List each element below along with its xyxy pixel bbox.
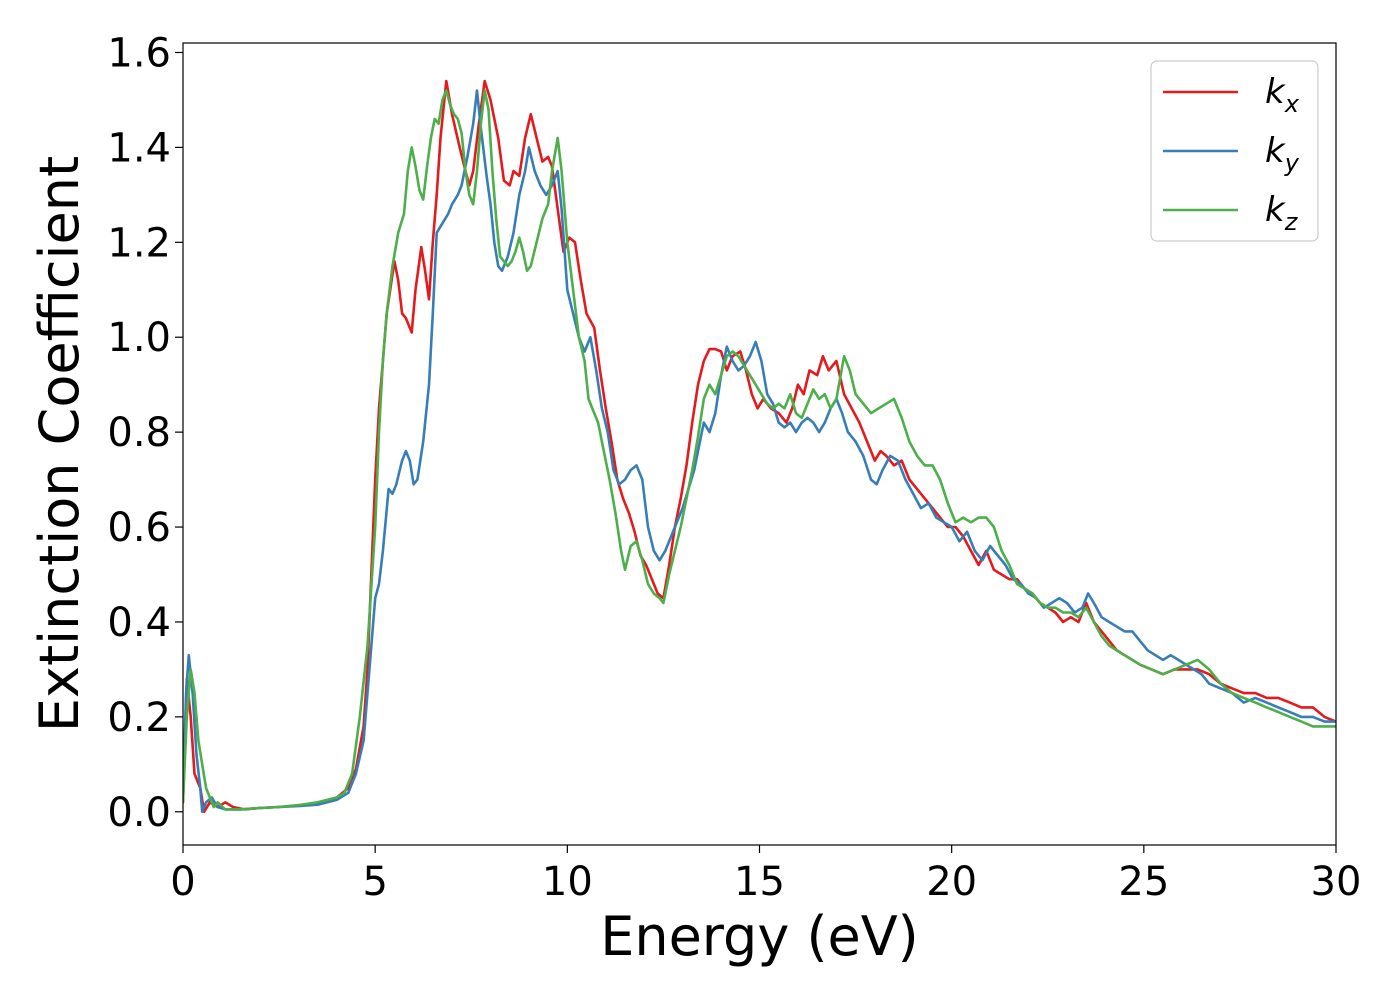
legend-label-base: k xyxy=(1265,131,1286,171)
series-line-kz xyxy=(183,89,1336,811)
y-tick-label: 1.6 xyxy=(107,30,171,76)
x-tick-label: 15 xyxy=(734,859,785,905)
series-line-ky xyxy=(183,89,1336,814)
x-axis-title: Energy (eV) xyxy=(600,905,919,968)
y-tick-label: 0.8 xyxy=(107,410,171,456)
legend-label-ky: ky xyxy=(1265,131,1300,177)
x-tick-label: 25 xyxy=(1118,859,1169,905)
legend-label-subscript: x xyxy=(1284,90,1300,118)
series-layer xyxy=(183,79,1336,814)
y-axis: 0.0 0.2 0.4 0.6 0.8 1.0 1.2 1.4 1.6 xyxy=(107,30,183,836)
y-tick-label: 0.0 xyxy=(107,790,171,836)
y-tick-label: 0.6 xyxy=(107,505,171,551)
legend-label-subscript: z xyxy=(1284,208,1299,236)
legend-label-base: k xyxy=(1265,72,1286,112)
y-axis-title: Extinction Coefficient xyxy=(28,156,91,732)
y-tick-label: 1.2 xyxy=(107,220,171,266)
x-tick-label: 10 xyxy=(542,859,593,905)
x-tick-label: 20 xyxy=(926,859,977,905)
x-axis: 0 5 10 15 20 25 30 xyxy=(170,845,1361,905)
y-tick-label: 1.0 xyxy=(107,315,171,361)
legend-label-kz: kz xyxy=(1265,190,1299,236)
y-tick-label: 1.4 xyxy=(107,125,171,171)
x-tick-label: 30 xyxy=(1311,859,1362,905)
x-tick-label: 5 xyxy=(362,859,387,905)
y-tick-label: 0.4 xyxy=(107,600,171,646)
x-tick-label: 0 xyxy=(170,859,195,905)
series-line-kx xyxy=(183,79,1336,814)
legend-label-kx: kx xyxy=(1265,72,1300,118)
legend-label-base: k xyxy=(1265,190,1286,230)
y-tick-label: 0.2 xyxy=(107,695,171,741)
legend-label-subscript: y xyxy=(1284,149,1300,177)
